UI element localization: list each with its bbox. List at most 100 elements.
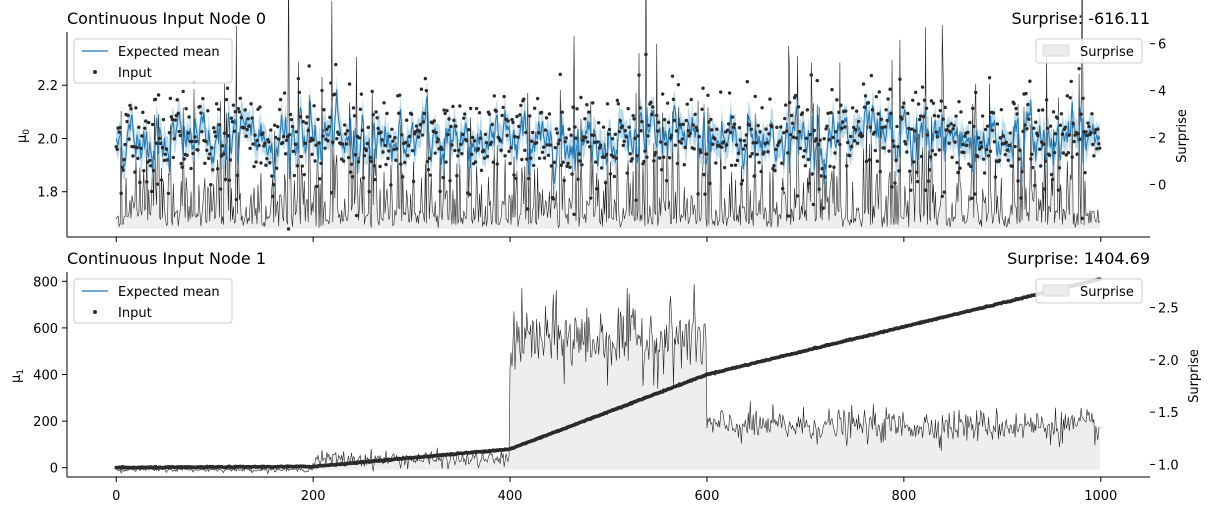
input-point — [446, 132, 450, 137]
input-point — [610, 136, 615, 141]
input-point — [688, 131, 692, 136]
input-point — [849, 145, 854, 149]
input-point — [375, 116, 379, 120]
input-point — [500, 113, 504, 118]
input-point — [638, 106, 642, 110]
input-point — [162, 158, 167, 163]
input-point — [275, 125, 280, 129]
input-point — [674, 129, 679, 133]
input-point — [804, 136, 809, 141]
input-point — [568, 165, 572, 169]
input-point — [203, 161, 207, 166]
input-point — [114, 145, 118, 149]
input-point — [289, 117, 294, 122]
input-point — [505, 133, 509, 138]
input-point — [731, 125, 736, 130]
input-point — [572, 212, 576, 217]
input-point — [1089, 131, 1093, 135]
input-point — [189, 166, 193, 171]
input-point — [796, 105, 801, 109]
input-point — [406, 143, 411, 148]
input-point — [1053, 132, 1058, 136]
input-point — [421, 120, 426, 124]
input-point — [659, 168, 664, 172]
input-point — [552, 160, 557, 165]
input-point — [949, 122, 953, 126]
input-point — [323, 146, 327, 150]
input-point — [543, 128, 548, 132]
input-point — [832, 165, 836, 169]
input-point — [626, 106, 630, 111]
input-point — [812, 128, 816, 133]
input-point — [432, 119, 436, 123]
input-point — [545, 143, 550, 147]
input-point — [597, 146, 602, 150]
input-point — [481, 148, 486, 153]
input-point — [910, 127, 914, 131]
input-point — [931, 101, 936, 106]
input-point — [357, 136, 362, 140]
input-point — [1066, 151, 1070, 155]
input-point — [978, 140, 983, 145]
input-point — [234, 197, 239, 202]
input-point — [783, 116, 787, 121]
input-point — [176, 111, 180, 116]
input-point — [781, 186, 785, 191]
input-point — [814, 137, 818, 141]
input-point — [877, 90, 881, 94]
input-point — [301, 119, 305, 124]
input-point — [422, 111, 427, 116]
input-point — [569, 133, 573, 137]
input-point — [827, 137, 831, 142]
input-point — [333, 92, 337, 96]
input-point — [417, 129, 422, 133]
input-point — [478, 136, 483, 140]
input-point — [969, 164, 973, 169]
input-point — [768, 97, 772, 101]
input-point — [404, 118, 409, 122]
input-point — [1015, 112, 1019, 116]
input-point — [829, 110, 833, 115]
input-point — [454, 124, 458, 128]
input-point — [924, 106, 929, 111]
input-point — [316, 117, 320, 122]
input-point — [1001, 134, 1005, 138]
input-point — [470, 135, 475, 140]
input-point — [232, 129, 237, 133]
input-point — [928, 155, 933, 159]
input-point — [190, 139, 194, 144]
input-point — [436, 137, 440, 141]
input-point — [864, 159, 869, 164]
input-point — [927, 168, 932, 172]
y-tick-label: 800 — [33, 275, 58, 290]
input-point — [1045, 126, 1050, 131]
input-point — [1006, 158, 1010, 162]
input-point — [121, 168, 125, 172]
input-point — [282, 91, 287, 95]
input-point — [1037, 108, 1041, 113]
input-point — [1097, 142, 1101, 146]
input-point — [1067, 133, 1071, 137]
input-point — [133, 170, 137, 174]
input-point — [912, 160, 916, 164]
input-point — [573, 125, 577, 129]
input-point — [492, 94, 496, 98]
input-point — [846, 140, 850, 145]
input-point — [961, 142, 965, 147]
input-point — [967, 162, 971, 166]
input-point — [529, 156, 533, 160]
input-point — [764, 127, 768, 131]
input-point — [379, 130, 383, 134]
input-point — [853, 128, 858, 132]
input-point — [395, 147, 399, 151]
input-point — [625, 171, 629, 175]
input-point — [311, 138, 315, 142]
input-point — [1055, 116, 1060, 120]
input-point — [686, 128, 690, 133]
input-point — [817, 187, 821, 191]
input-point — [553, 145, 558, 150]
input-point — [728, 130, 733, 135]
input-point — [643, 149, 647, 153]
input-point — [602, 155, 607, 159]
